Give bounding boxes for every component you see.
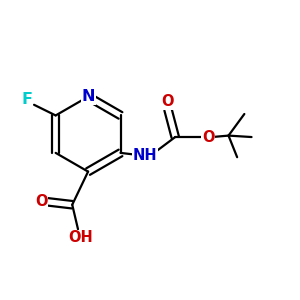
Text: O: O [161, 94, 173, 109]
Text: N: N [81, 89, 95, 104]
Text: NH: NH [133, 148, 157, 163]
Text: O: O [202, 130, 214, 145]
Text: OH: OH [68, 230, 93, 245]
Text: F: F [21, 92, 32, 107]
Text: O: O [35, 194, 48, 209]
